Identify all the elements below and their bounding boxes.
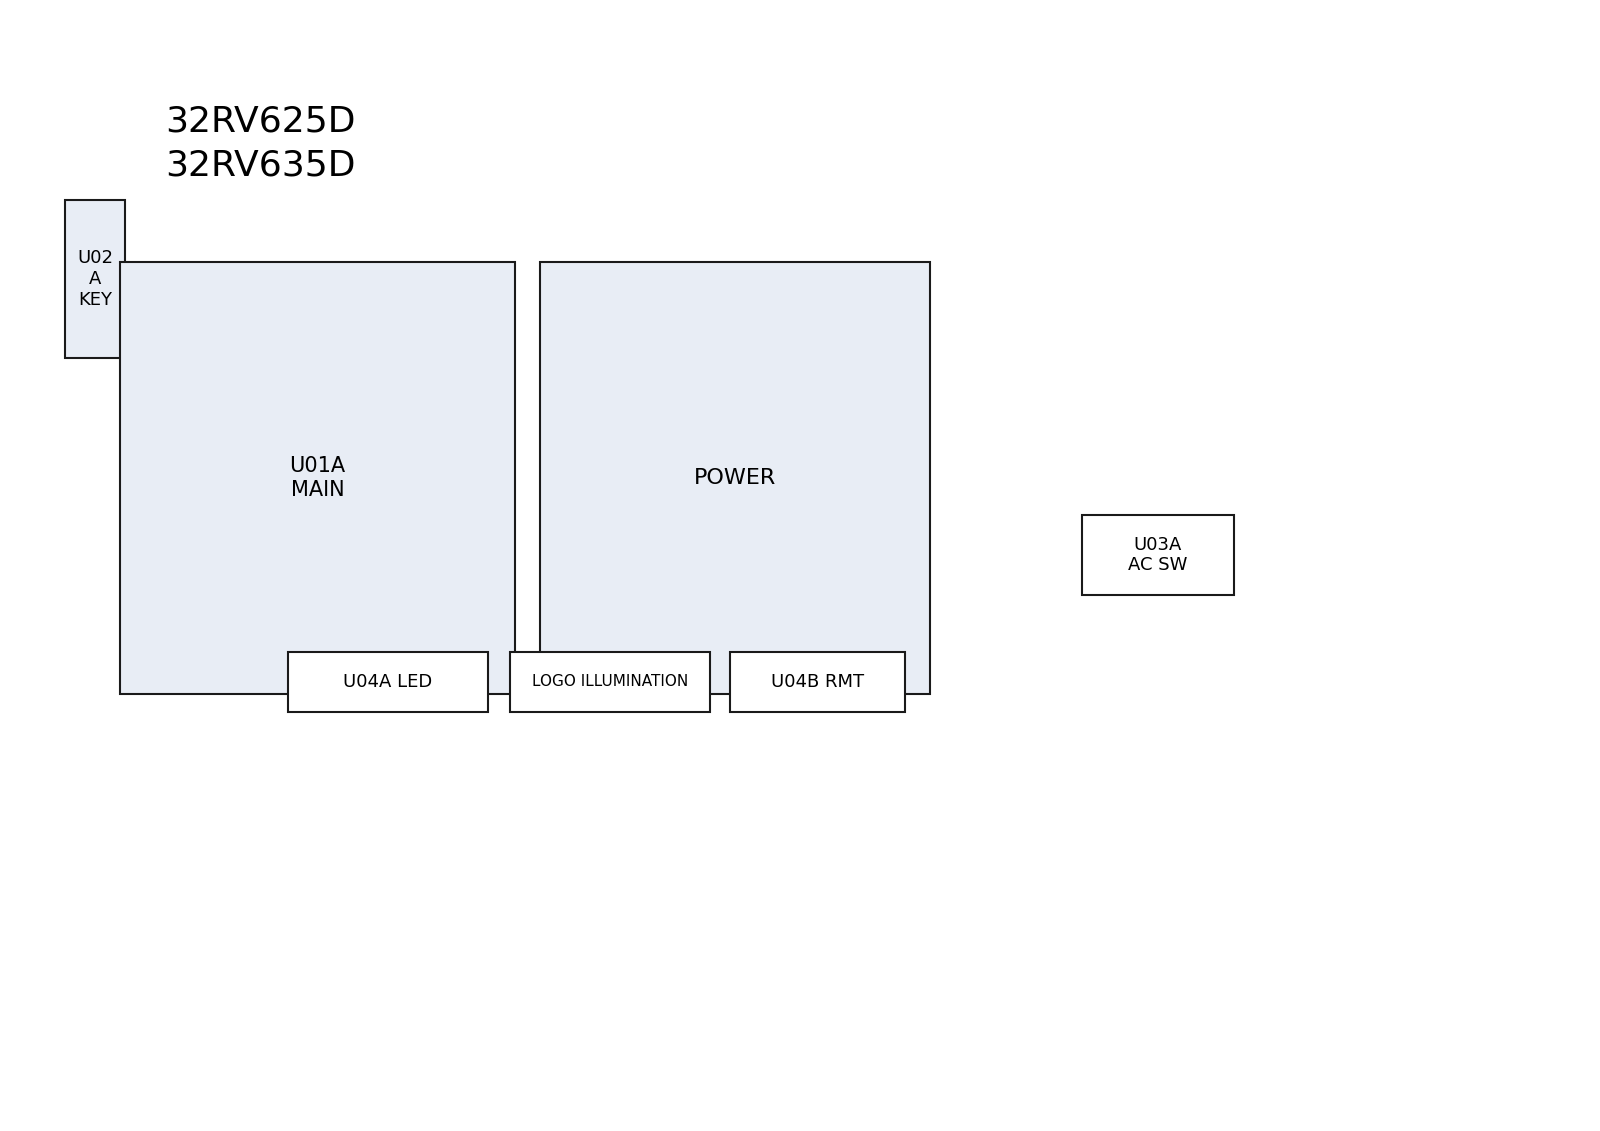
Text: U04B RMT: U04B RMT (771, 673, 864, 691)
Text: POWER: POWER (694, 468, 776, 487)
Bar (510, 651, 710, 713)
Text: U01A
MAIN: U01A MAIN (290, 457, 346, 500)
Text: LOGO ILLUMINATION: LOGO ILLUMINATION (531, 674, 688, 690)
Text: 32RV635D: 32RV635D (165, 148, 355, 182)
Bar (120, 262, 515, 694)
Bar (730, 651, 906, 713)
Bar (1082, 515, 1234, 595)
Text: U02
A
KEY: U02 A KEY (77, 249, 114, 309)
Text: U04A LED: U04A LED (344, 673, 432, 691)
Text: 32RV625D: 32RV625D (165, 105, 355, 139)
Bar (541, 262, 930, 694)
Bar (288, 651, 488, 713)
Text: U03A
AC SW: U03A AC SW (1128, 536, 1187, 575)
Bar (66, 200, 125, 359)
